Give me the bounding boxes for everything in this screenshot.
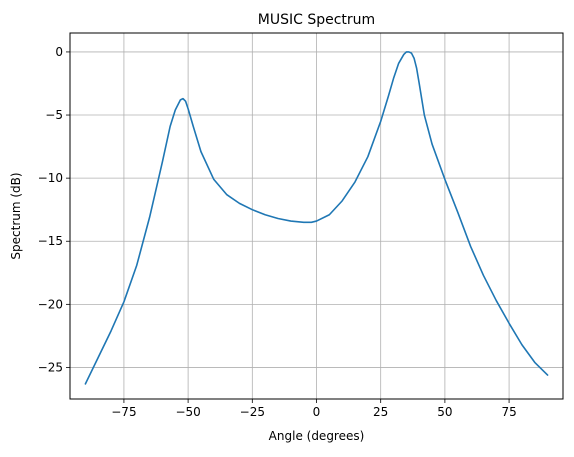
y-tick-label: −20 — [38, 297, 63, 311]
grid-layer — [70, 33, 563, 399]
x-tick-label: −50 — [175, 405, 200, 419]
series-layer — [84, 51, 549, 385]
y-tick-label: −25 — [38, 360, 63, 374]
x-tick-label: −75 — [111, 405, 136, 419]
y-axis-label: Spectrum (dB) — [9, 172, 23, 259]
chart-title: MUSIC Spectrum — [258, 12, 375, 28]
y-tick-label: −15 — [38, 234, 63, 248]
x-tick-label: 25 — [373, 405, 388, 419]
x-axis-label: Angle (degrees) — [269, 429, 365, 443]
y-tick-label: −5 — [45, 108, 63, 122]
x-tick-label: 75 — [501, 405, 516, 419]
y-tick-label: −10 — [38, 171, 63, 185]
x-tick-label: −25 — [240, 405, 265, 419]
y-tick-label: 0 — [55, 45, 63, 59]
spectrum-line — [84, 51, 549, 385]
x-tick-label: 0 — [313, 405, 321, 419]
tick-layer: −75 −50 −25 0 25 50 75 0 −5 −10 −15 −20 −25 — [38, 45, 517, 419]
x-tick-label: 50 — [437, 405, 452, 419]
